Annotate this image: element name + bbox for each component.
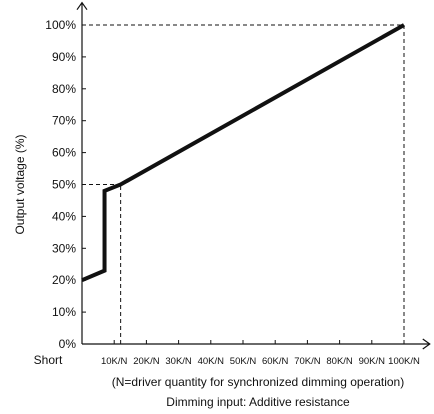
x-tick-label-8: 90K/N (359, 356, 386, 367)
y-tick-label-3: 30% (52, 241, 76, 255)
x-tick-label-5: 60K/N (262, 356, 289, 367)
x-tick-label-2: 30K/N (165, 356, 192, 367)
y-tick-label-4: 40% (52, 209, 76, 223)
y-tick-label-6: 60% (52, 146, 76, 160)
y-tick-label-10: 100% (45, 18, 76, 32)
x-tick-label-1: 20K/N (133, 356, 160, 367)
y-tick-label-2: 20% (52, 273, 76, 287)
x-tick-labels: 10K/N 20K/N 30K/N 40K/N 50K/N 60K/N 70K/N 80K/N… (101, 356, 420, 367)
y-tick-label-5: 50% (52, 178, 76, 192)
y-tick-label-1: 10% (52, 305, 76, 319)
x-tick-label-4: 50K/N (230, 356, 257, 367)
y-tick-label-0: 0% (59, 337, 77, 351)
x-axis-arrow (422, 338, 431, 350)
x-axis-label: Dimming input: Additive resistance (166, 395, 350, 409)
y-axis-label: Output voltage (%) (13, 134, 27, 234)
x-tick-label-3: 40K/N (198, 356, 225, 367)
x-tick-label-0: 10K/N (101, 356, 128, 367)
reference-lines (82, 24, 405, 344)
y-tick-label-9: 90% (52, 50, 76, 64)
series-layer (81, 23, 405, 283)
series-line-0 (81, 23, 405, 283)
x-tick-label-7: 80K/N (326, 356, 353, 367)
x-tick-label-6: 70K/N (294, 356, 321, 367)
axes (76, 1, 431, 350)
x-origin-label: Short (34, 353, 63, 367)
y-axis-arrow (76, 1, 88, 11)
y-tick-label-8: 80% (52, 82, 76, 96)
y-tick-label-7: 70% (52, 114, 76, 128)
chart-annotation: (N=driver quantity for synchronized dimm… (112, 375, 404, 389)
y-tick-labels: 0% 10% 20% 30% 40% 50% 60% 70% 80% 90% 100% (45, 18, 76, 351)
x-tick-label-9: 100K/N (388, 356, 420, 367)
